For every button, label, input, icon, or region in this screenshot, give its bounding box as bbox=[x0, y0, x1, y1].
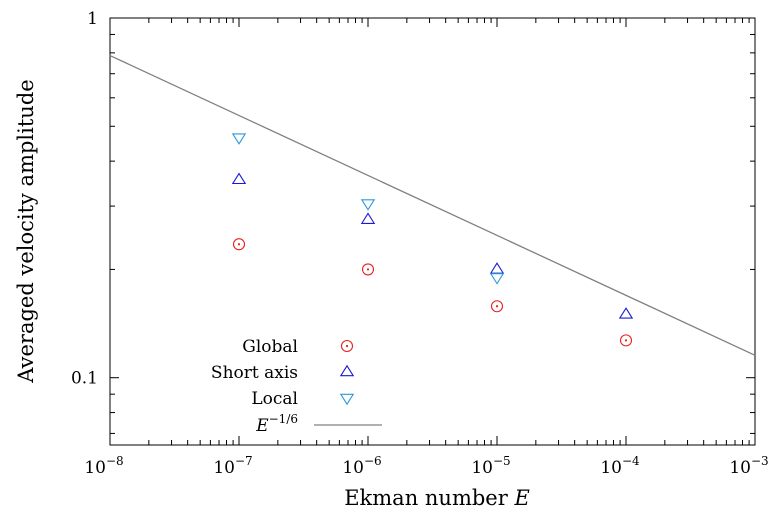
point-short-axis bbox=[360, 212, 376, 224]
x-tick-label-base: 10 bbox=[342, 458, 364, 478]
point-short-axis bbox=[618, 307, 634, 319]
fit-line bbox=[109, 54, 756, 356]
x-tick-label-exp: −5 bbox=[493, 454, 511, 468]
x-axis-label: Ekman number E bbox=[344, 486, 530, 510]
point-global bbox=[232, 238, 246, 251]
y-tick-label: 0.1 bbox=[71, 369, 98, 389]
point-local bbox=[360, 199, 376, 211]
marker-dot bbox=[366, 268, 370, 271]
x-tick-label: 10−4 bbox=[600, 454, 640, 478]
x-tick-label-base: 10 bbox=[213, 458, 235, 478]
x-axis-label-text: Ekman number bbox=[344, 486, 514, 510]
point-local bbox=[489, 273, 505, 285]
x-tick-label-exp: −4 bbox=[622, 454, 640, 468]
marker-dot bbox=[345, 344, 349, 348]
x-axis-label-var: E bbox=[513, 486, 529, 510]
x-tick-label-base: 10 bbox=[471, 458, 493, 478]
fit-line-group bbox=[109, 54, 756, 356]
marker-ring bbox=[340, 339, 354, 353]
point-short-axis bbox=[489, 262, 505, 274]
legend-marker-local bbox=[339, 393, 355, 406]
marker-ring bbox=[619, 334, 633, 347]
y-tick-label: 1 bbox=[87, 9, 98, 29]
axis-ticks bbox=[109, 17, 756, 445]
point-local bbox=[231, 133, 247, 145]
x-tick-label-base: 10 bbox=[600, 458, 622, 478]
marker-ring bbox=[490, 300, 504, 313]
x-tick-label-exp: −8 bbox=[106, 454, 124, 468]
legend-label-short-axis: Short axis bbox=[211, 363, 298, 383]
x-tick-label-base: 10 bbox=[729, 458, 751, 478]
marker-dot bbox=[495, 305, 499, 308]
x-tick-label-base: 10 bbox=[84, 458, 106, 478]
legend-fit-base: E bbox=[255, 416, 269, 436]
point-global bbox=[490, 300, 504, 313]
legend-fit-exp: −1/6 bbox=[269, 412, 298, 426]
point-global bbox=[361, 263, 375, 276]
legend-marker-global bbox=[340, 339, 354, 353]
point-short-axis bbox=[231, 172, 247, 185]
marker-ring bbox=[232, 238, 246, 251]
plot-frame bbox=[109, 17, 756, 446]
legend-marker-short-axis bbox=[339, 364, 355, 377]
x-tick-label: 10−7 bbox=[213, 454, 252, 478]
x-tick-label: 10−6 bbox=[342, 454, 381, 478]
marker-dot bbox=[624, 339, 628, 342]
x-tick-label: 10−5 bbox=[471, 454, 510, 478]
x-tick-label: 10−8 bbox=[84, 454, 123, 478]
legend-label-fit: E−1/6 bbox=[255, 412, 298, 436]
x-tick-label-exp: −7 bbox=[235, 454, 253, 468]
x-tick-label: 10−3 bbox=[729, 454, 768, 478]
point-global bbox=[619, 334, 633, 347]
x-tick-label-exp: −3 bbox=[751, 454, 769, 468]
x-tick-label-exp: −6 bbox=[364, 454, 382, 468]
legend-label-global: Global bbox=[242, 337, 298, 357]
marker-ring bbox=[361, 263, 375, 276]
marker-dot bbox=[237, 243, 241, 246]
legend: Global Short axis Local E−1/6 bbox=[211, 337, 382, 436]
legend-label-local: Local bbox=[251, 389, 298, 409]
y-axis-label: Averaged velocity amplitude bbox=[14, 79, 38, 383]
y-tick-labels: 0.11 bbox=[71, 9, 98, 389]
data-points bbox=[231, 133, 634, 347]
x-tick-labels: 10−8 10−7 10−6 10−5 10−4 10−3 bbox=[84, 454, 768, 478]
